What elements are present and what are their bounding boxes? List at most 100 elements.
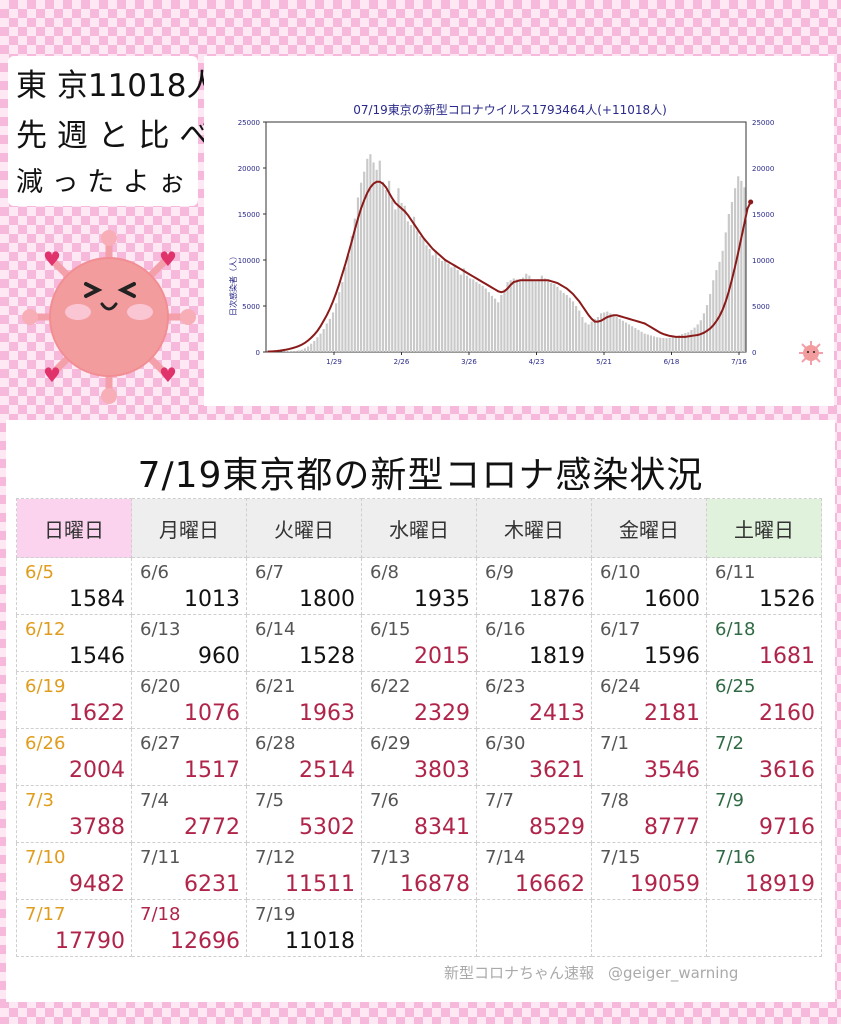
- daily-bar: [490, 295, 494, 352]
- cell-count: 8529: [529, 815, 585, 840]
- daily-bar: [640, 331, 643, 352]
- y-tick-label-right: 20000: [752, 165, 774, 173]
- daily-bar: [406, 221, 409, 352]
- day-cell: 6/27 1517: [131, 728, 247, 786]
- cell-date: 6/12: [25, 619, 66, 640]
- day-cell: 6/13 960: [131, 614, 247, 672]
- day-cell: 7/1 3546: [591, 728, 707, 786]
- day-cell: 6/25 2160: [706, 671, 822, 729]
- daily-bar: [347, 255, 350, 352]
- cell-count: 2514: [299, 758, 355, 783]
- cell-count: 1076: [184, 701, 240, 726]
- daily-bar: [624, 322, 628, 352]
- daily-bar: [306, 346, 310, 352]
- daily-bar: [581, 317, 584, 352]
- daily-bar: [344, 267, 347, 352]
- daily-bar: [428, 248, 431, 352]
- cell-count: 9482: [69, 872, 125, 897]
- daily-bar: [338, 292, 341, 352]
- daily-bar: [668, 337, 671, 352]
- table-row: 6/12 1546 6/13 960 6/14 1528 6/15 2015 6/16 1819 6…: [16, 614, 822, 672]
- daily-bar: [409, 225, 413, 352]
- daily-bar: [459, 274, 462, 352]
- cell-date: 7/7: [485, 790, 514, 811]
- daily-bar: [665, 338, 668, 352]
- day-cell: 6/21 1963: [246, 671, 362, 729]
- day-cell: [361, 899, 477, 957]
- daily-bar: [512, 278, 515, 352]
- header-wednesday: 水曜日: [361, 498, 477, 558]
- cell-count: 3788: [69, 815, 125, 840]
- cell-date: 7/10: [25, 847, 66, 868]
- daily-bar: [740, 180, 743, 352]
- x-tick-label: 2/26: [394, 358, 410, 366]
- day-cell: 6/9 1876: [476, 557, 592, 615]
- daily-bar: [659, 337, 662, 352]
- daily-bar: [416, 230, 419, 352]
- daily-bar: [712, 280, 715, 352]
- daily-bar: [497, 302, 500, 352]
- cell-count: 1935: [414, 587, 470, 612]
- daily-bar: [294, 350, 297, 352]
- daily-bar: [699, 320, 702, 352]
- cell-count: 19059: [630, 872, 700, 897]
- cell-date: 6/19: [25, 676, 66, 697]
- bubble-line-2: 先 週 と 比 べ: [16, 118, 211, 154]
- y-tick-label-right: 15000: [752, 211, 774, 219]
- daily-bar: [596, 317, 600, 352]
- day-cell: 7/16 18919: [706, 842, 822, 900]
- y-tick-label: 25000: [238, 119, 260, 127]
- cell-date: 6/10: [600, 562, 641, 583]
- daily-bar: [618, 318, 621, 352]
- header-monday: 月曜日: [131, 498, 247, 558]
- daily-bar: [593, 318, 596, 352]
- x-tick-label: 7/16: [731, 358, 747, 366]
- day-cell: 6/12 1546: [16, 614, 132, 672]
- daily-bar: [369, 154, 372, 352]
- day-cell: [706, 899, 822, 957]
- cell-date: 6/13: [140, 619, 181, 640]
- daily-bar: [487, 292, 490, 352]
- daily-bar: [484, 288, 487, 352]
- cell-count: 1963: [299, 701, 355, 726]
- daily-bar: [422, 238, 425, 352]
- table-title: 7/19東京都の新型コロナ感染状況: [137, 455, 704, 496]
- cell-date: 7/15: [600, 847, 641, 868]
- daily-bar: [412, 216, 416, 352]
- daily-bar: [515, 279, 518, 352]
- daily-bar: [450, 267, 453, 352]
- day-cell: 7/3 3788: [16, 785, 132, 843]
- table-row: 7/3 3788 7/4 2772 7/5 5302 7/6 8341 7/7 8529 7/8 87…: [16, 785, 822, 843]
- day-cell: [476, 899, 592, 957]
- chart-ylabel: 日次感染者（人）: [228, 252, 238, 316]
- day-cell: 6/29 3803: [361, 728, 477, 786]
- daily-bar: [297, 350, 300, 352]
- cell-date: 7/9: [715, 790, 744, 811]
- daily-bar: [335, 303, 338, 352]
- daily-bar: [715, 270, 718, 352]
- daily-bar: [506, 282, 509, 352]
- daily-bar: [372, 162, 375, 352]
- daily-bar: [437, 258, 441, 352]
- day-cell: 7/7 8529: [476, 785, 592, 843]
- daily-bar: [606, 311, 609, 352]
- daily-bar: [684, 333, 687, 352]
- cell-date: 7/11: [140, 847, 181, 868]
- y-tick-label: 20000: [238, 165, 260, 173]
- cell-count: 1526: [759, 587, 815, 612]
- cell-date: 7/17: [25, 904, 66, 925]
- credit-name: 新型コロナちゃん速報: [444, 964, 595, 982]
- daily-bar: [400, 202, 403, 352]
- bubble-line-3: 減 っ た よ ぉ: [16, 167, 186, 198]
- cell-date: 7/4: [140, 790, 169, 811]
- day-cell: 6/10 1600: [591, 557, 707, 615]
- header-friday: 金曜日: [591, 498, 707, 558]
- day-cell: 6/8 1935: [361, 557, 477, 615]
- day-cell: 7/19 11018: [246, 899, 362, 957]
- daily-bar: [724, 232, 727, 352]
- day-cell: 7/14 16662: [476, 842, 592, 900]
- table-row: 6/5 1584 6/6 1013 6/7 1800 6/8 1935 6/9 1876 6/10 1…: [16, 557, 822, 615]
- daily-bar: [478, 283, 481, 352]
- chart-panel: 07/19東京の新型コロナウイルス1793464人(+11018人) 日次感染者…: [204, 56, 834, 406]
- daily-bar: [562, 293, 565, 352]
